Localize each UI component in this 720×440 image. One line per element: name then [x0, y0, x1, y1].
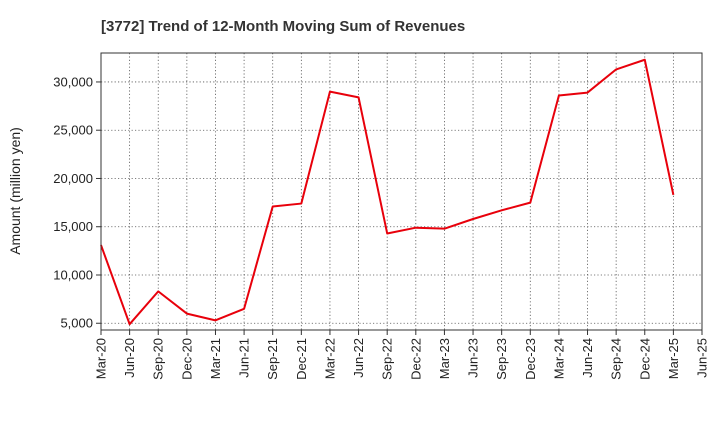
y-tick-label: 10,000 [53, 267, 93, 282]
y-tick-label: 25,000 [53, 123, 93, 138]
x-tick-label: Sep-21 [265, 338, 280, 380]
y-tick-label: 15,000 [53, 219, 93, 234]
x-tick-label: Sep-20 [151, 338, 166, 380]
x-tick-label: Dec-24 [637, 338, 652, 380]
x-tick-label: Jun-24 [580, 338, 595, 378]
x-tick-label: Jun-23 [466, 338, 481, 378]
y-tick-label: 30,000 [53, 74, 93, 89]
x-axis-ticks: Mar-20 Jun-20 Sep-20 Dec-20 Mar-21 Jun-21 Sep-… [94, 330, 710, 380]
y-axis-ticks: 5,000 10,000 15,000 20,000 25,000 30,000 [53, 74, 101, 331]
x-tick-label: Jun-25 [695, 338, 710, 378]
x-tick-label: Dec-23 [523, 338, 538, 380]
chart-title: [3772] Trend of 12-Month Moving Sum of R… [101, 18, 465, 35]
x-tick-label: Jun-22 [351, 338, 366, 378]
y-tick-label: 5,000 [60, 316, 93, 331]
x-tick-label: Dec-21 [294, 338, 309, 380]
x-tick-label: Jun-21 [237, 338, 252, 378]
x-tick-label: Sep-24 [609, 338, 624, 380]
x-tick-label: Mar-22 [322, 338, 337, 379]
x-tick-label: Mar-20 [94, 338, 109, 379]
x-tick-label: Sep-23 [494, 338, 509, 380]
plot-area-frame [100, 52, 703, 331]
grid-lines [100, 53, 703, 330]
x-tick-label: Sep-22 [380, 338, 395, 380]
x-tick-label: Dec-20 [179, 338, 194, 380]
series-lines [100, 58, 675, 326]
y-tick-label: 20,000 [53, 171, 93, 186]
y-axis-label: Amount (million yen) [7, 127, 23, 255]
x-tick-label: Mar-21 [208, 338, 223, 379]
x-tick-label: Mar-23 [437, 338, 452, 379]
x-tick-label: Mar-24 [551, 338, 566, 379]
x-tick-label: Mar-25 [666, 338, 681, 379]
x-tick-label: Dec-22 [408, 338, 423, 380]
x-tick-label: Jun-20 [122, 338, 137, 378]
